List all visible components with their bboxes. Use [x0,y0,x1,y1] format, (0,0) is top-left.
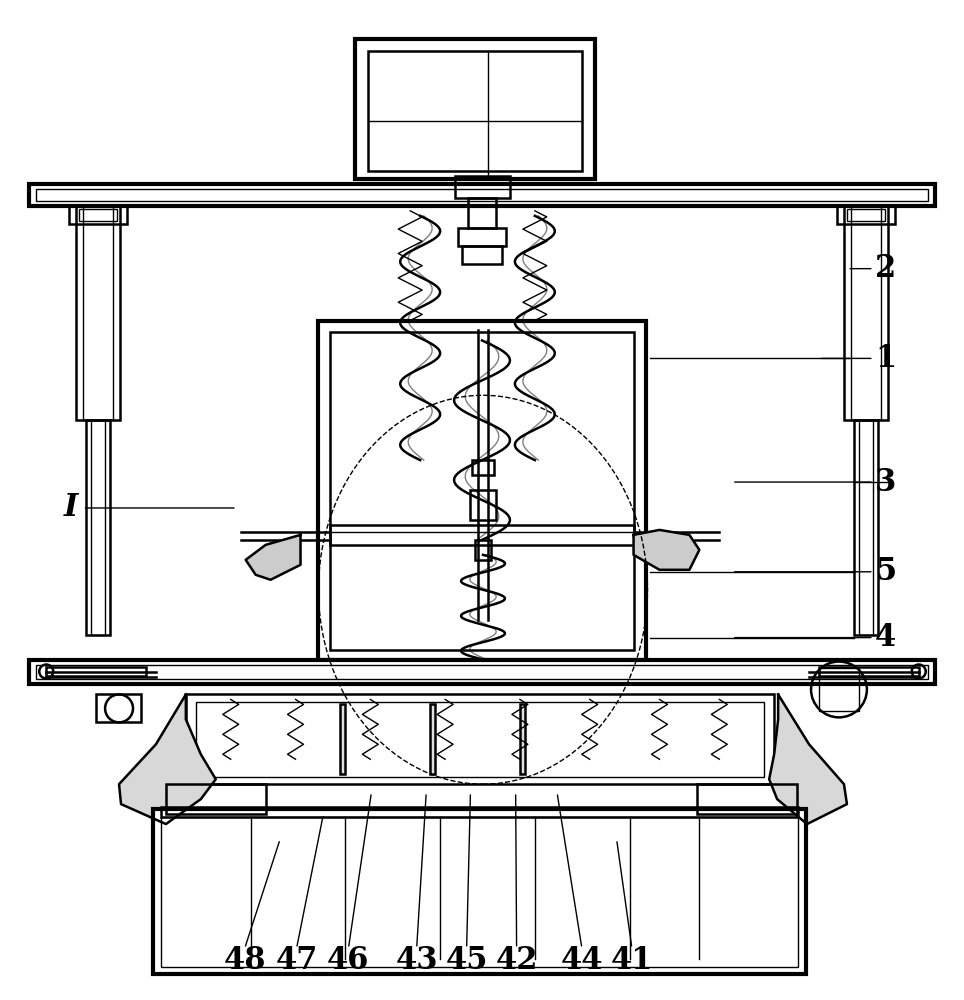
Bar [166,784,266,814]
Bar [819,668,859,711]
Bar [844,206,888,420]
Bar [470,490,495,520]
Text: 43: 43 [395,945,438,976]
Text: 42: 42 [495,945,538,976]
Bar [186,694,774,784]
Bar [331,525,633,545]
Bar [79,209,117,221]
Bar [76,206,120,420]
Bar [859,420,872,635]
Text: 4: 4 [875,622,897,653]
Text: 48: 48 [224,945,266,976]
Text: 46: 46 [327,945,369,976]
Bar [469,198,495,228]
Text: 5: 5 [875,556,897,587]
Bar [430,704,435,774]
Bar [847,209,885,221]
Bar [462,246,502,264]
Bar [819,667,919,676]
Bar [356,39,595,179]
Bar [368,51,581,171]
Bar [851,206,881,420]
Polygon shape [769,694,847,824]
Bar [86,420,110,635]
Bar [455,176,510,198]
Text: I: I [64,492,78,523]
Bar [161,807,798,817]
Text: 47: 47 [276,945,318,976]
Bar [854,420,878,635]
Bar [83,206,113,420]
Polygon shape [246,535,301,580]
Bar [475,540,491,560]
Bar [697,784,797,814]
Bar [29,660,935,684]
Bar [196,702,764,777]
Bar [318,321,646,660]
Bar [153,809,806,974]
Text: 44: 44 [561,945,603,976]
Bar [96,694,141,722]
Text: 41: 41 [611,945,654,976]
Bar [37,665,927,679]
Bar [29,184,935,206]
Bar [69,206,127,224]
Bar [331,332,633,650]
Text: 45: 45 [445,945,488,976]
Bar [837,206,895,224]
Bar [161,817,798,967]
Bar [520,704,524,774]
Bar [340,704,345,774]
Bar [92,420,105,635]
Bar [46,667,146,676]
Bar [458,228,506,246]
Text: 3: 3 [875,467,897,498]
Bar [37,189,927,201]
Bar [472,460,494,475]
Polygon shape [119,694,216,824]
Text: 2: 2 [875,253,897,284]
Polygon shape [633,530,699,570]
Text: 1: 1 [875,343,897,374]
